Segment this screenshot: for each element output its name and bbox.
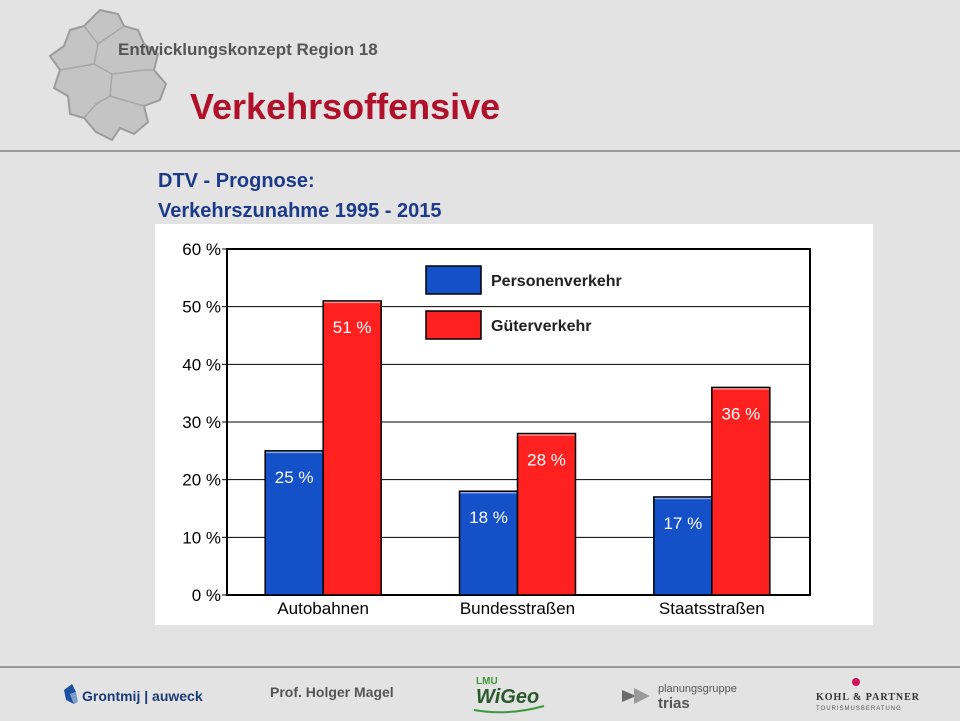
- y-tick-label: 0 %: [192, 586, 221, 605]
- kohl-logo-subtext: TOURISMUSBERATUNG: [816, 706, 902, 712]
- kohl-partner-logo: KOHL & PARTNER TOURISMUSBERATUNG: [812, 674, 922, 716]
- x-tick-label: Bundesstraßen: [460, 599, 575, 618]
- subtitle-line-2: Verkehrszunahme 1995 - 2015: [158, 200, 442, 222]
- bar: [322, 300, 382, 596]
- y-tick-label: 40 %: [182, 355, 221, 374]
- region-map-icon: [48, 8, 168, 142]
- y-tick-label: 20 %: [182, 471, 221, 490]
- chart-subtitle: DTV - Prognose: Verkehrszunahme 1995 - 2…: [158, 166, 442, 226]
- data-label: 25 %: [275, 468, 314, 487]
- data-label: 17 %: [663, 514, 702, 533]
- x-tick-label: Autobahnen: [277, 599, 369, 618]
- page-title: Verkehrsoffensive: [190, 86, 501, 127]
- y-tick-label: 60 %: [182, 240, 221, 259]
- y-tick-label: 10 %: [182, 528, 221, 547]
- bar: [516, 432, 577, 596]
- bar-chart: 25 % 51 % 18 % 28 % 17 % 36 % 0 % 10 % 20 % 30 %…: [182, 240, 811, 618]
- region-label: Entwicklungskonzept Region 18: [118, 40, 378, 59]
- legend-label: Güterverkehr: [491, 318, 592, 335]
- header-divider: [0, 150, 960, 152]
- data-label: 28 %: [527, 451, 566, 470]
- bar: [264, 450, 324, 596]
- trias-logo: planungsgruppe trias: [620, 676, 770, 716]
- header: Entwicklungskonzept Region 18 Verkehrsof…: [0, 0, 960, 150]
- y-tick-label: 30 %: [182, 413, 221, 432]
- x-tick-label: Staatsstraßen: [659, 599, 765, 618]
- kohl-logo-text: KOHL & PARTNER: [816, 692, 920, 703]
- data-label: 51 %: [333, 318, 372, 337]
- planungsgruppe-logo-text: planungsgruppe: [658, 683, 737, 695]
- author: Prof. Holger Magel: [270, 684, 394, 700]
- lmu-wigeo-logo: LMU WiGeo: [472, 672, 552, 716]
- footer-divider: [0, 666, 960, 668]
- wigeo-logo-text: WiGeo: [476, 686, 539, 708]
- legend-label: Personenverkehr: [491, 273, 622, 290]
- grontmij-logo: Grontmij | auweck: [62, 682, 222, 710]
- subtitle-line-1: DTV - Prognose:: [158, 170, 315, 192]
- trias-logo-text: trias: [658, 695, 690, 712]
- bar: [458, 490, 519, 596]
- y-tick-label: 50 %: [182, 298, 221, 317]
- data-label: 18 %: [469, 508, 508, 527]
- footer: Grontmij | auweck Prof. Holger Magel LMU…: [0, 668, 960, 720]
- bar: [711, 386, 771, 596]
- data-label: 36 %: [721, 404, 760, 423]
- legend-swatch: [425, 265, 482, 295]
- chart-container: 25 % 51 % 18 % 28 % 17 % 36 % 0 % 10 % 20 % 30 %…: [155, 224, 873, 625]
- grontmij-logo-text: Grontmij | auweck: [82, 688, 203, 704]
- bar: [653, 496, 713, 596]
- legend-swatch: [425, 310, 482, 340]
- lmu-logo-text: LMU: [476, 676, 498, 687]
